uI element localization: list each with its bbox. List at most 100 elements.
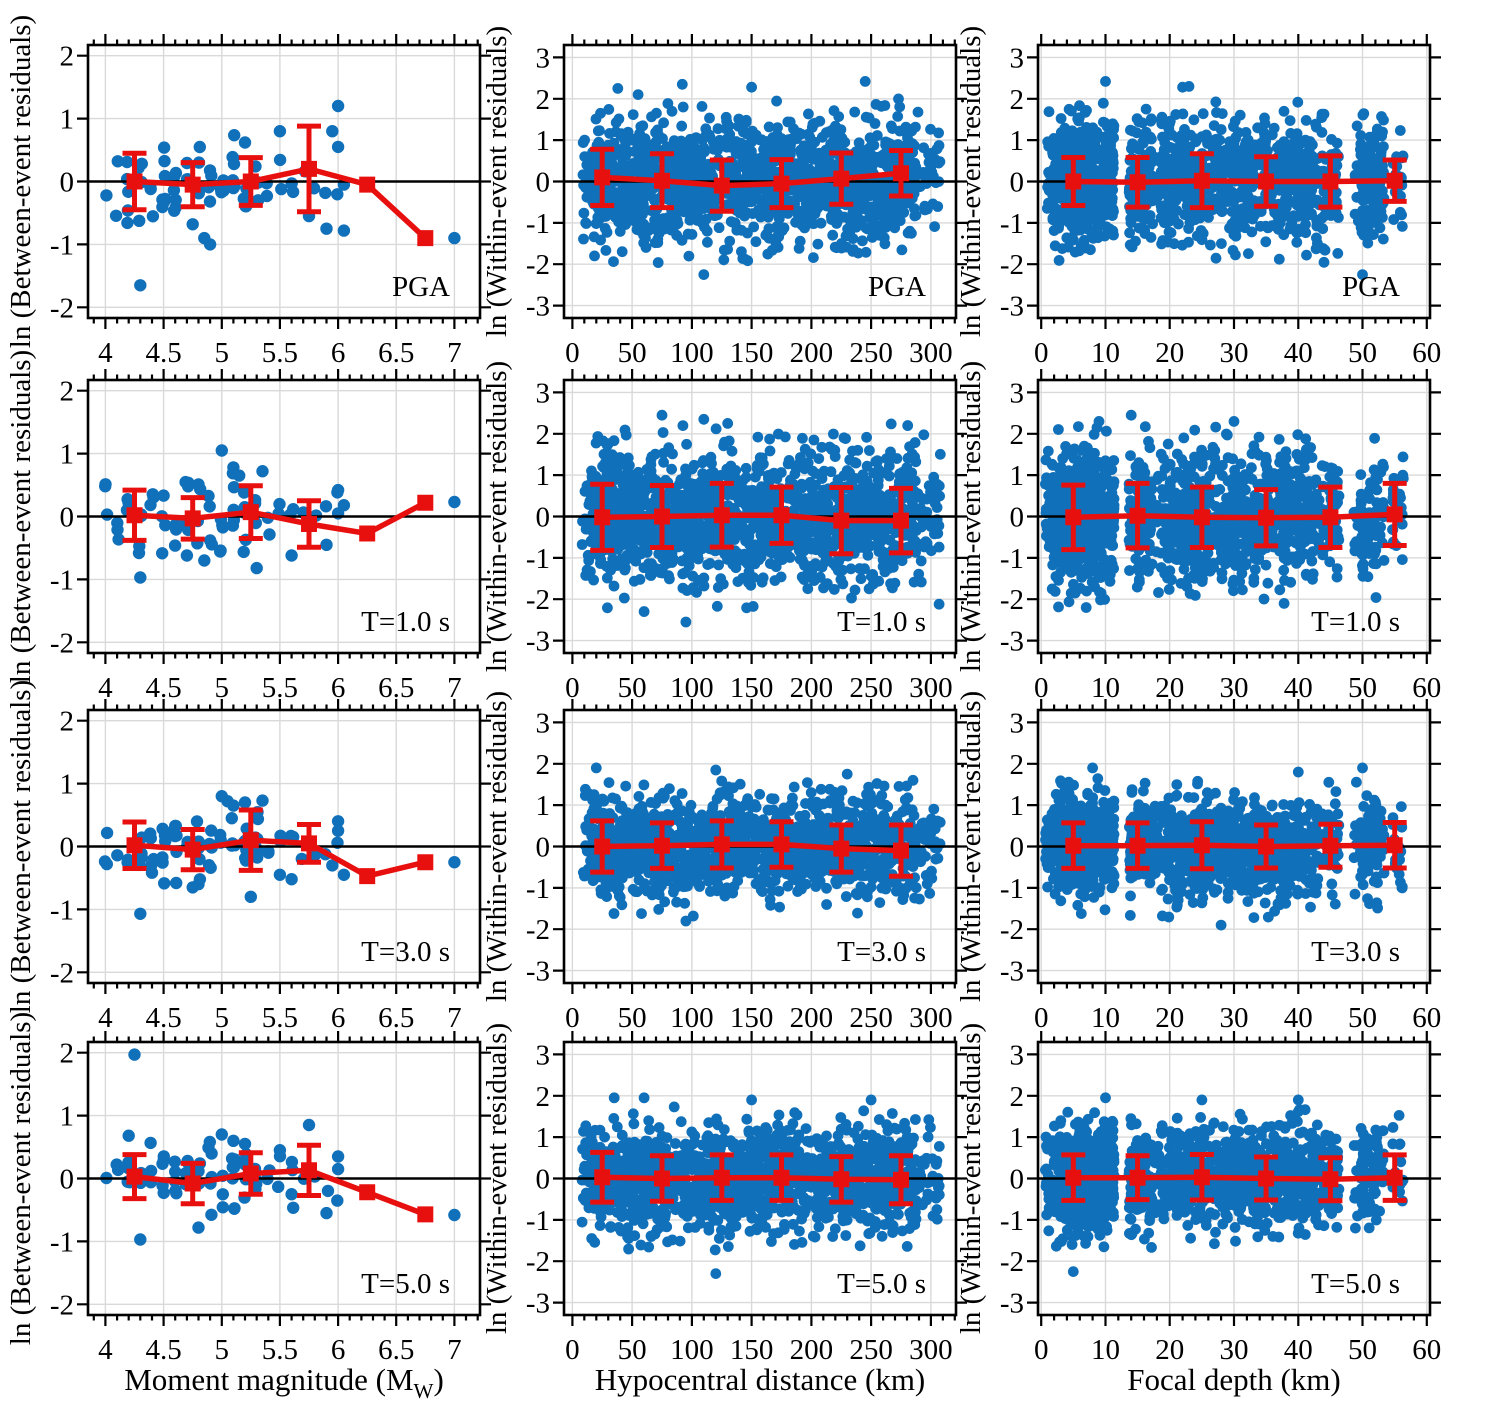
x-tick-label: 10 — [1091, 1334, 1120, 1366]
panel-r3c2: 0 50 100 150 200 250 300 -3 -2 -1 0 1 2 3 ln (Within-e… — [481, 691, 967, 1034]
y-tick-label: -2 — [50, 957, 74, 989]
y-tick-label: 1 — [536, 460, 551, 492]
y-tick-label: 3 — [1010, 1039, 1025, 1071]
y-tick-label: 2 — [1010, 749, 1025, 781]
y-tick-label: 0 — [536, 502, 551, 534]
y-tick-label: 2 — [536, 749, 551, 781]
x-tick-label: 5.5 — [262, 1334, 298, 1366]
x-tick-label: 6 — [331, 1334, 346, 1366]
x-tick-label: 30 — [1220, 337, 1249, 369]
y-tick-label: 2 — [60, 41, 75, 73]
mean-markers — [594, 507, 909, 529]
y-tick-label: 0 — [1010, 832, 1025, 864]
x-tick-label: 250 — [849, 1002, 893, 1034]
x-tick-label: 5 — [215, 672, 230, 704]
panel-r2c1: 4 4.5 5 5.5 6 6.5 7 -2 -1 0 1 2 ln (Between-event re… — [5, 350, 491, 704]
mean-line — [602, 170, 902, 189]
mean-markers — [126, 494, 434, 542]
panel-r1c2: 0 50 100 150 200 250 300 -3 -2 -1 0 1 2 3 ln (Within-e… — [481, 26, 967, 369]
x-tick-label: 50 — [618, 1002, 647, 1034]
mean-line — [1073, 1174, 1395, 1183]
x-tick-label: 150 — [730, 672, 774, 704]
plot-frame — [562, 1040, 958, 1317]
y-tick-label: 1 — [536, 125, 551, 157]
x-tick-label: 60 — [1412, 672, 1441, 704]
panel-r3c3: 0 10 20 30 40 50 60 -3 -2 -1 0 1 2 3 ln (Within-event … — [955, 691, 1441, 1034]
y-tick-label: 1 — [536, 790, 551, 822]
x-tick-label: 10 — [1091, 337, 1120, 369]
x-tick-label: 250 — [849, 1334, 893, 1366]
x-tick-label: 5.5 — [262, 672, 298, 704]
scatter-points — [100, 99, 461, 292]
mean-line — [134, 500, 427, 537]
y-tick-label: 2 — [1010, 419, 1025, 451]
panel-r1c3: 0 10 20 30 40 50 60 -3 -2 -1 0 1 2 3 ln (Within-event … — [955, 26, 1441, 369]
plot-frame — [1036, 43, 1432, 320]
x-tick-label: 200 — [790, 1334, 834, 1366]
mean-markers — [1065, 1169, 1403, 1188]
y-tick-label: 0 — [60, 832, 75, 864]
x-tick-label: 50 — [618, 672, 647, 704]
panel-tag: T=5.0 s — [837, 1268, 926, 1300]
y-tick-label: 3 — [536, 707, 551, 739]
x-tick-label: 50 — [1348, 1334, 1377, 1366]
scatter-points — [1040, 1092, 1409, 1277]
x-tick-label: 6.5 — [378, 1334, 414, 1366]
y-tick-label: -2 — [526, 584, 550, 616]
x-tick-label: 50 — [618, 1334, 647, 1366]
y-tick-label: 2 — [536, 419, 551, 451]
plot-frame — [1036, 1040, 1432, 1317]
mean-line — [602, 841, 902, 854]
x-tick-label: 100 — [670, 337, 714, 369]
x-axis-title: Hypocentral distance (km) — [595, 1362, 926, 1397]
scatter-points — [576, 1092, 945, 1279]
mean-markers — [1065, 837, 1403, 855]
x-tick-label: 40 — [1284, 1334, 1313, 1366]
scatter-points — [98, 444, 461, 584]
y-tick-label: 2 — [60, 376, 75, 408]
panel-tag: PGA — [868, 271, 926, 303]
y-axis-title: ln (Within-event residuals) — [955, 691, 987, 1002]
x-tick-label: 300 — [909, 1002, 953, 1034]
axis-ticks — [77, 34, 491, 329]
y-tick-label: -1 — [1000, 1205, 1024, 1237]
y-tick-label: -1 — [1000, 873, 1024, 905]
x-tick-label: 30 — [1220, 1334, 1249, 1366]
x-tick-label: 6 — [331, 1002, 346, 1034]
y-axis-title: ln (Between-event residuals) — [5, 15, 37, 348]
x-tick-label: 6.5 — [378, 1002, 414, 1034]
y-tick-label: -3 — [1000, 1288, 1024, 1320]
x-tick-label: 200 — [790, 672, 834, 704]
y-tick-label: -1 — [526, 208, 550, 240]
x-tick-label: 40 — [1284, 1002, 1313, 1034]
y-tick-label: 1 — [60, 769, 75, 801]
x-tick-label: 10 — [1091, 1002, 1120, 1034]
y-tick-label: -2 — [50, 292, 74, 324]
mean-markers — [126, 1162, 434, 1223]
x-tick-label: 40 — [1284, 672, 1313, 704]
panel-tag: PGA — [1342, 271, 1400, 303]
x-tick-label: 4.5 — [145, 672, 181, 704]
axis-ticks — [1027, 34, 1441, 329]
y-tick-label: 1 — [536, 1122, 551, 1154]
x-tick-label: 4.5 — [145, 337, 181, 369]
y-tick-label: -3 — [1000, 291, 1024, 323]
mean-markers — [594, 1169, 909, 1188]
x-tick-label: 5 — [215, 1002, 230, 1034]
x-tick-label: 50 — [1348, 672, 1377, 704]
axis-ticks — [77, 699, 491, 994]
y-tick-label: 0 — [536, 167, 551, 199]
y-tick-label: -3 — [526, 956, 550, 988]
y-tick-label: -2 — [526, 249, 550, 281]
axis-ticks — [553, 699, 967, 994]
x-tick-label: 5.5 — [262, 1002, 298, 1034]
panel-r4c3: 0 10 20 30 40 50 60 -3 -2 -1 0 1 2 3 ln (Within-event … — [955, 1023, 1441, 1397]
y-tick-label: 0 — [60, 502, 75, 534]
y-tick-label: 1 — [1010, 125, 1025, 157]
x-tick-label: 250 — [849, 337, 893, 369]
x-tick-label: 20 — [1155, 1334, 1184, 1366]
y-tick-label: -1 — [1000, 543, 1024, 575]
y-tick-label: -1 — [526, 873, 550, 905]
